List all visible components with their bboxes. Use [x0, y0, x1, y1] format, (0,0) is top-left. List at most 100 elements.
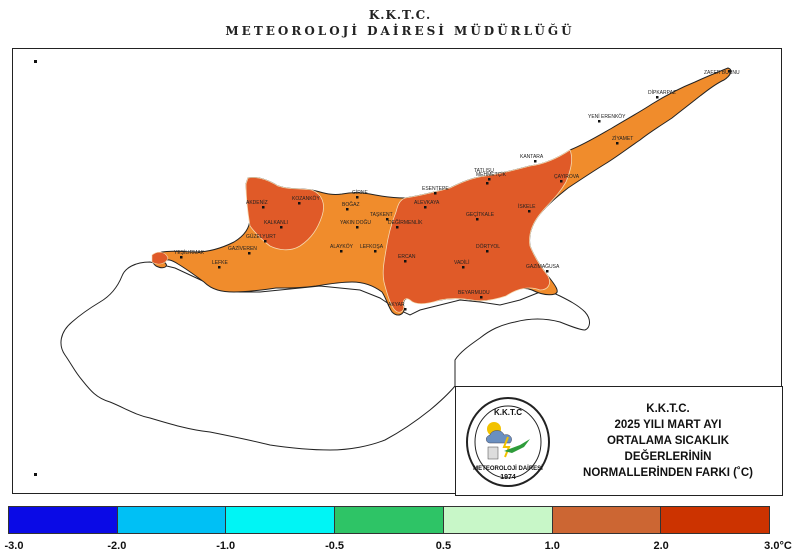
town-marker — [488, 178, 491, 181]
town-marker — [480, 296, 483, 299]
town-label: YAKIN DOĞU — [340, 219, 371, 226]
town-marker — [528, 210, 531, 213]
svg-text:1974: 1974 — [500, 474, 516, 481]
town-label: LEFKOŞA — [360, 244, 384, 250]
town-marker — [356, 196, 359, 199]
town-marker — [462, 266, 465, 269]
town-label: ZİYAMET — [612, 135, 633, 142]
town-marker — [298, 202, 301, 205]
header-title-line2: METEOROLOJİ DAİRESİ MÜDÜRLÜĞÜ — [225, 24, 575, 38]
corner-marker — [34, 473, 37, 476]
legend-tick-label: -0.5 — [325, 540, 345, 552]
info-line-1: K.K.T.C. — [646, 403, 690, 415]
town-marker — [340, 250, 343, 253]
town-label: GÜZELYURT — [246, 233, 276, 240]
town-markers: ZAFER BURNU DİPKARPAZ YENİ ERENKÖY ZİYAMET K… — [174, 70, 740, 311]
town-marker — [180, 256, 183, 259]
color-legend — [8, 506, 770, 534]
town-marker — [434, 192, 437, 195]
town-label: YENİ ERENKÖY — [588, 113, 626, 120]
town-label: BEYARMUDU — [458, 290, 490, 296]
legend-tick-label: -2.0 — [107, 540, 127, 552]
town-label: BOĞAZ — [342, 201, 360, 208]
region-red-west — [245, 177, 324, 251]
town-label: ZAFER BURNU — [704, 70, 740, 76]
town-label: AKDENİZ — [246, 199, 268, 206]
town-label: DİPKARPAZ — [648, 89, 676, 96]
town-label: ALAYKÖY — [330, 243, 354, 250]
town-marker — [404, 260, 407, 263]
legend-tick-label: 0.5 — [435, 540, 452, 552]
svg-text:METEOROLOJİ DAİRESİ: METEOROLOJİ DAİRESİ — [473, 465, 543, 472]
legend-tick-label: 1.0 — [544, 540, 560, 552]
town-label: ERCAN — [398, 254, 416, 260]
town-marker — [598, 120, 601, 123]
meteorology-logo: K.K.T.C METEOROLOJİ DAİRESİ 1974 — [466, 397, 550, 487]
town-label: YEŞİLIRMAK — [174, 249, 205, 256]
town-label: KOZANKÖY — [292, 195, 320, 202]
info-box: K.K.T.C METEOROLOJİ DAİRESİ 1974 K.K.T.C… — [455, 386, 783, 496]
town-marker — [280, 226, 283, 229]
town-marker — [396, 226, 399, 229]
town-label: ALEVKAYA — [414, 200, 440, 206]
corner-marker — [34, 60, 37, 63]
town-marker — [486, 182, 489, 185]
town-marker — [346, 208, 349, 211]
south-cyprus-outline — [60, 261, 590, 451]
town-marker — [374, 250, 377, 253]
info-text: K.K.T.C. 2025 YILI MART AYI ORTALAMA SIC… — [558, 401, 778, 481]
legend-tick-label: 2.0 — [653, 540, 669, 552]
town-label: GAZİVEREN — [228, 245, 257, 252]
legend-swatch — [661, 507, 770, 533]
town-marker — [486, 250, 489, 253]
legend-swatch — [226, 507, 336, 533]
legend-swatch — [9, 507, 118, 533]
legend-tick-label: -1.0 — [216, 540, 236, 552]
town-label: GİRNE — [352, 189, 369, 196]
info-line-5: NORMALLERİNDEN FARKI (˚C) — [583, 467, 753, 479]
region-red-yesilirmak — [151, 251, 169, 265]
town-marker — [248, 252, 251, 255]
town-marker — [546, 270, 549, 273]
legend-tick-label: 3.0°C — [764, 540, 792, 552]
town-label: İSKELE — [518, 203, 536, 210]
header-title-line1: K.K.T.C. — [368, 8, 432, 22]
town-marker — [534, 160, 537, 163]
town-label: ÇAYIROVA — [554, 174, 580, 180]
town-label: TATLISU — [474, 168, 494, 174]
town-label: KANTARA — [520, 154, 544, 160]
town-label: DÖRTYOL — [476, 243, 500, 250]
town-label: GAZİMAĞUSA — [526, 263, 560, 270]
town-marker — [656, 96, 659, 99]
legend-swatch — [117, 507, 227, 533]
town-marker — [218, 266, 221, 269]
info-line-3: ORTALAMA SICAKLIK — [606, 435, 729, 447]
town-label: VADİLİ — [454, 259, 469, 266]
town-marker — [616, 142, 619, 145]
town-label: AKYAR — [388, 302, 405, 308]
legend-swatch — [443, 507, 553, 533]
town-marker — [728, 70, 731, 73]
town-marker — [264, 240, 267, 243]
town-label: DEĞİRMENLİK — [388, 219, 423, 226]
town-marker — [356, 226, 359, 229]
legend-swatch — [552, 507, 662, 533]
town-label: TAŞKENT — [370, 212, 393, 218]
info-line-2: 2025 YILI MART AYI — [614, 419, 722, 431]
town-marker — [262, 206, 265, 209]
svg-text:K.K.T.C: K.K.T.C — [494, 408, 522, 417]
town-label: LEFKE — [212, 260, 229, 266]
legend-swatch — [335, 507, 444, 533]
legend-tick-label: -3.0 — [4, 540, 24, 552]
town-label: MEHMETÇİK — [476, 171, 507, 178]
town-marker — [386, 218, 389, 221]
town-marker — [476, 218, 479, 221]
town-label: GEÇİTKALE — [466, 211, 495, 218]
region-red-central — [382, 149, 573, 313]
town-label: ESENTEPE — [422, 186, 449, 192]
town-label: KALKANLI — [264, 220, 288, 226]
town-marker — [404, 308, 407, 311]
town-marker — [560, 180, 563, 183]
town-marker — [424, 206, 427, 209]
